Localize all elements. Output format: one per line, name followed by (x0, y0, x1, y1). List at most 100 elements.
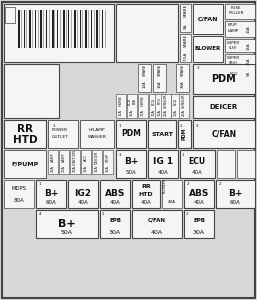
Bar (21, 10, 22, 48)
Text: 30A: 30A (73, 166, 77, 172)
Bar (68, 180, 98, 208)
Text: 4: 4 (39, 212, 41, 216)
Bar (48, 120, 78, 148)
Text: F/PUMP: F/PUMP (11, 161, 39, 166)
Text: 40A: 40A (141, 200, 151, 205)
Bar (193, 96, 255, 118)
Bar (99, 10, 100, 48)
Bar (80, 10, 81, 48)
Text: C/FAN: C/FAN (198, 16, 218, 22)
Bar (29, 10, 31, 48)
Bar (155, 94, 165, 118)
Bar (70, 150, 80, 174)
Bar (184, 210, 214, 238)
Bar (179, 94, 189, 118)
Bar (54, 10, 56, 48)
Text: 7.5A: 7.5A (183, 51, 188, 61)
Bar (35, 10, 36, 48)
Bar (138, 64, 151, 92)
Bar (80, 120, 114, 148)
Bar (48, 150, 58, 174)
Text: PDM: PDM (182, 128, 187, 140)
Bar (4, 120, 46, 148)
Text: PDM: PDM (121, 130, 141, 139)
Text: BLOWER: BLOWER (195, 46, 221, 52)
Text: 30A: 30A (193, 230, 205, 235)
Text: 60A: 60A (46, 200, 56, 205)
Text: LAMP: LAMP (227, 29, 239, 33)
Text: 15A: 15A (247, 57, 251, 65)
Bar (193, 120, 255, 148)
Bar (81, 150, 91, 174)
Text: 1: 1 (119, 124, 121, 128)
Bar (57, 10, 58, 48)
Bar (63, 10, 65, 48)
Text: 10A: 10A (247, 25, 251, 33)
Text: 5A: 5A (183, 23, 188, 29)
Text: 60A: 60A (230, 200, 240, 205)
Text: HORN: HORN (119, 96, 123, 106)
Bar (4, 150, 46, 178)
Bar (36, 210, 98, 238)
Bar (68, 10, 69, 48)
Bar (85, 10, 87, 48)
Text: B+: B+ (228, 190, 242, 199)
Bar (237, 150, 255, 178)
Text: START: START (151, 131, 173, 136)
Text: DEICER: DEICER (210, 104, 238, 110)
Text: 10A: 10A (174, 110, 178, 116)
Bar (100, 210, 130, 238)
Bar (26, 10, 27, 48)
Text: MDPS: MDPS (12, 185, 26, 190)
Bar (132, 210, 182, 238)
Text: PULLER: PULLER (228, 11, 244, 15)
Bar (4, 64, 59, 118)
Bar (193, 64, 255, 94)
Text: ACC: ACC (84, 153, 88, 161)
Bar (100, 180, 130, 208)
Bar (176, 64, 189, 92)
Bar (180, 34, 191, 62)
Bar (225, 21, 255, 37)
Text: H/LAMP: H/LAMP (89, 128, 105, 132)
Text: 30A: 30A (180, 80, 185, 88)
Text: SENSOR: SENSOR (164, 94, 168, 108)
Text: HTD: HTD (13, 135, 37, 145)
Bar (225, 69, 255, 82)
Text: PDM: PDM (212, 74, 236, 84)
Bar (52, 10, 54, 48)
Text: 40A: 40A (110, 200, 120, 205)
Bar (4, 4, 114, 62)
Bar (94, 10, 95, 48)
Text: HTD: HTD (139, 193, 153, 197)
Text: 15A: 15A (84, 166, 88, 172)
Bar (18, 10, 20, 48)
Text: 2: 2 (196, 124, 198, 128)
Text: EPB: EPB (193, 218, 205, 223)
Bar (71, 10, 72, 48)
Text: SPARE: SPARE (183, 3, 188, 16)
Text: 1: 1 (39, 182, 41, 186)
Bar (59, 150, 69, 174)
Bar (225, 54, 255, 67)
Bar (38, 10, 39, 48)
Text: 80A: 80A (14, 197, 24, 202)
Bar (216, 180, 255, 208)
Text: ECU: ECU (174, 98, 178, 105)
Text: C/FAN: C/FAN (212, 130, 236, 139)
Text: 40A: 40A (78, 200, 88, 205)
Text: 10A: 10A (62, 166, 66, 172)
Text: WIPER: WIPER (226, 41, 240, 45)
Text: 10A: 10A (152, 110, 156, 116)
Text: 10A: 10A (158, 110, 162, 116)
Text: 15A: 15A (247, 42, 251, 50)
Text: 40A: 40A (168, 200, 176, 204)
Bar (148, 150, 178, 178)
Bar (171, 94, 181, 118)
Text: SPARE: SPARE (158, 64, 161, 76)
Bar (153, 64, 166, 92)
Text: LAMP: LAMP (62, 152, 66, 162)
Text: 20A: 20A (51, 166, 55, 172)
Bar (149, 94, 159, 118)
Bar (180, 150, 215, 178)
